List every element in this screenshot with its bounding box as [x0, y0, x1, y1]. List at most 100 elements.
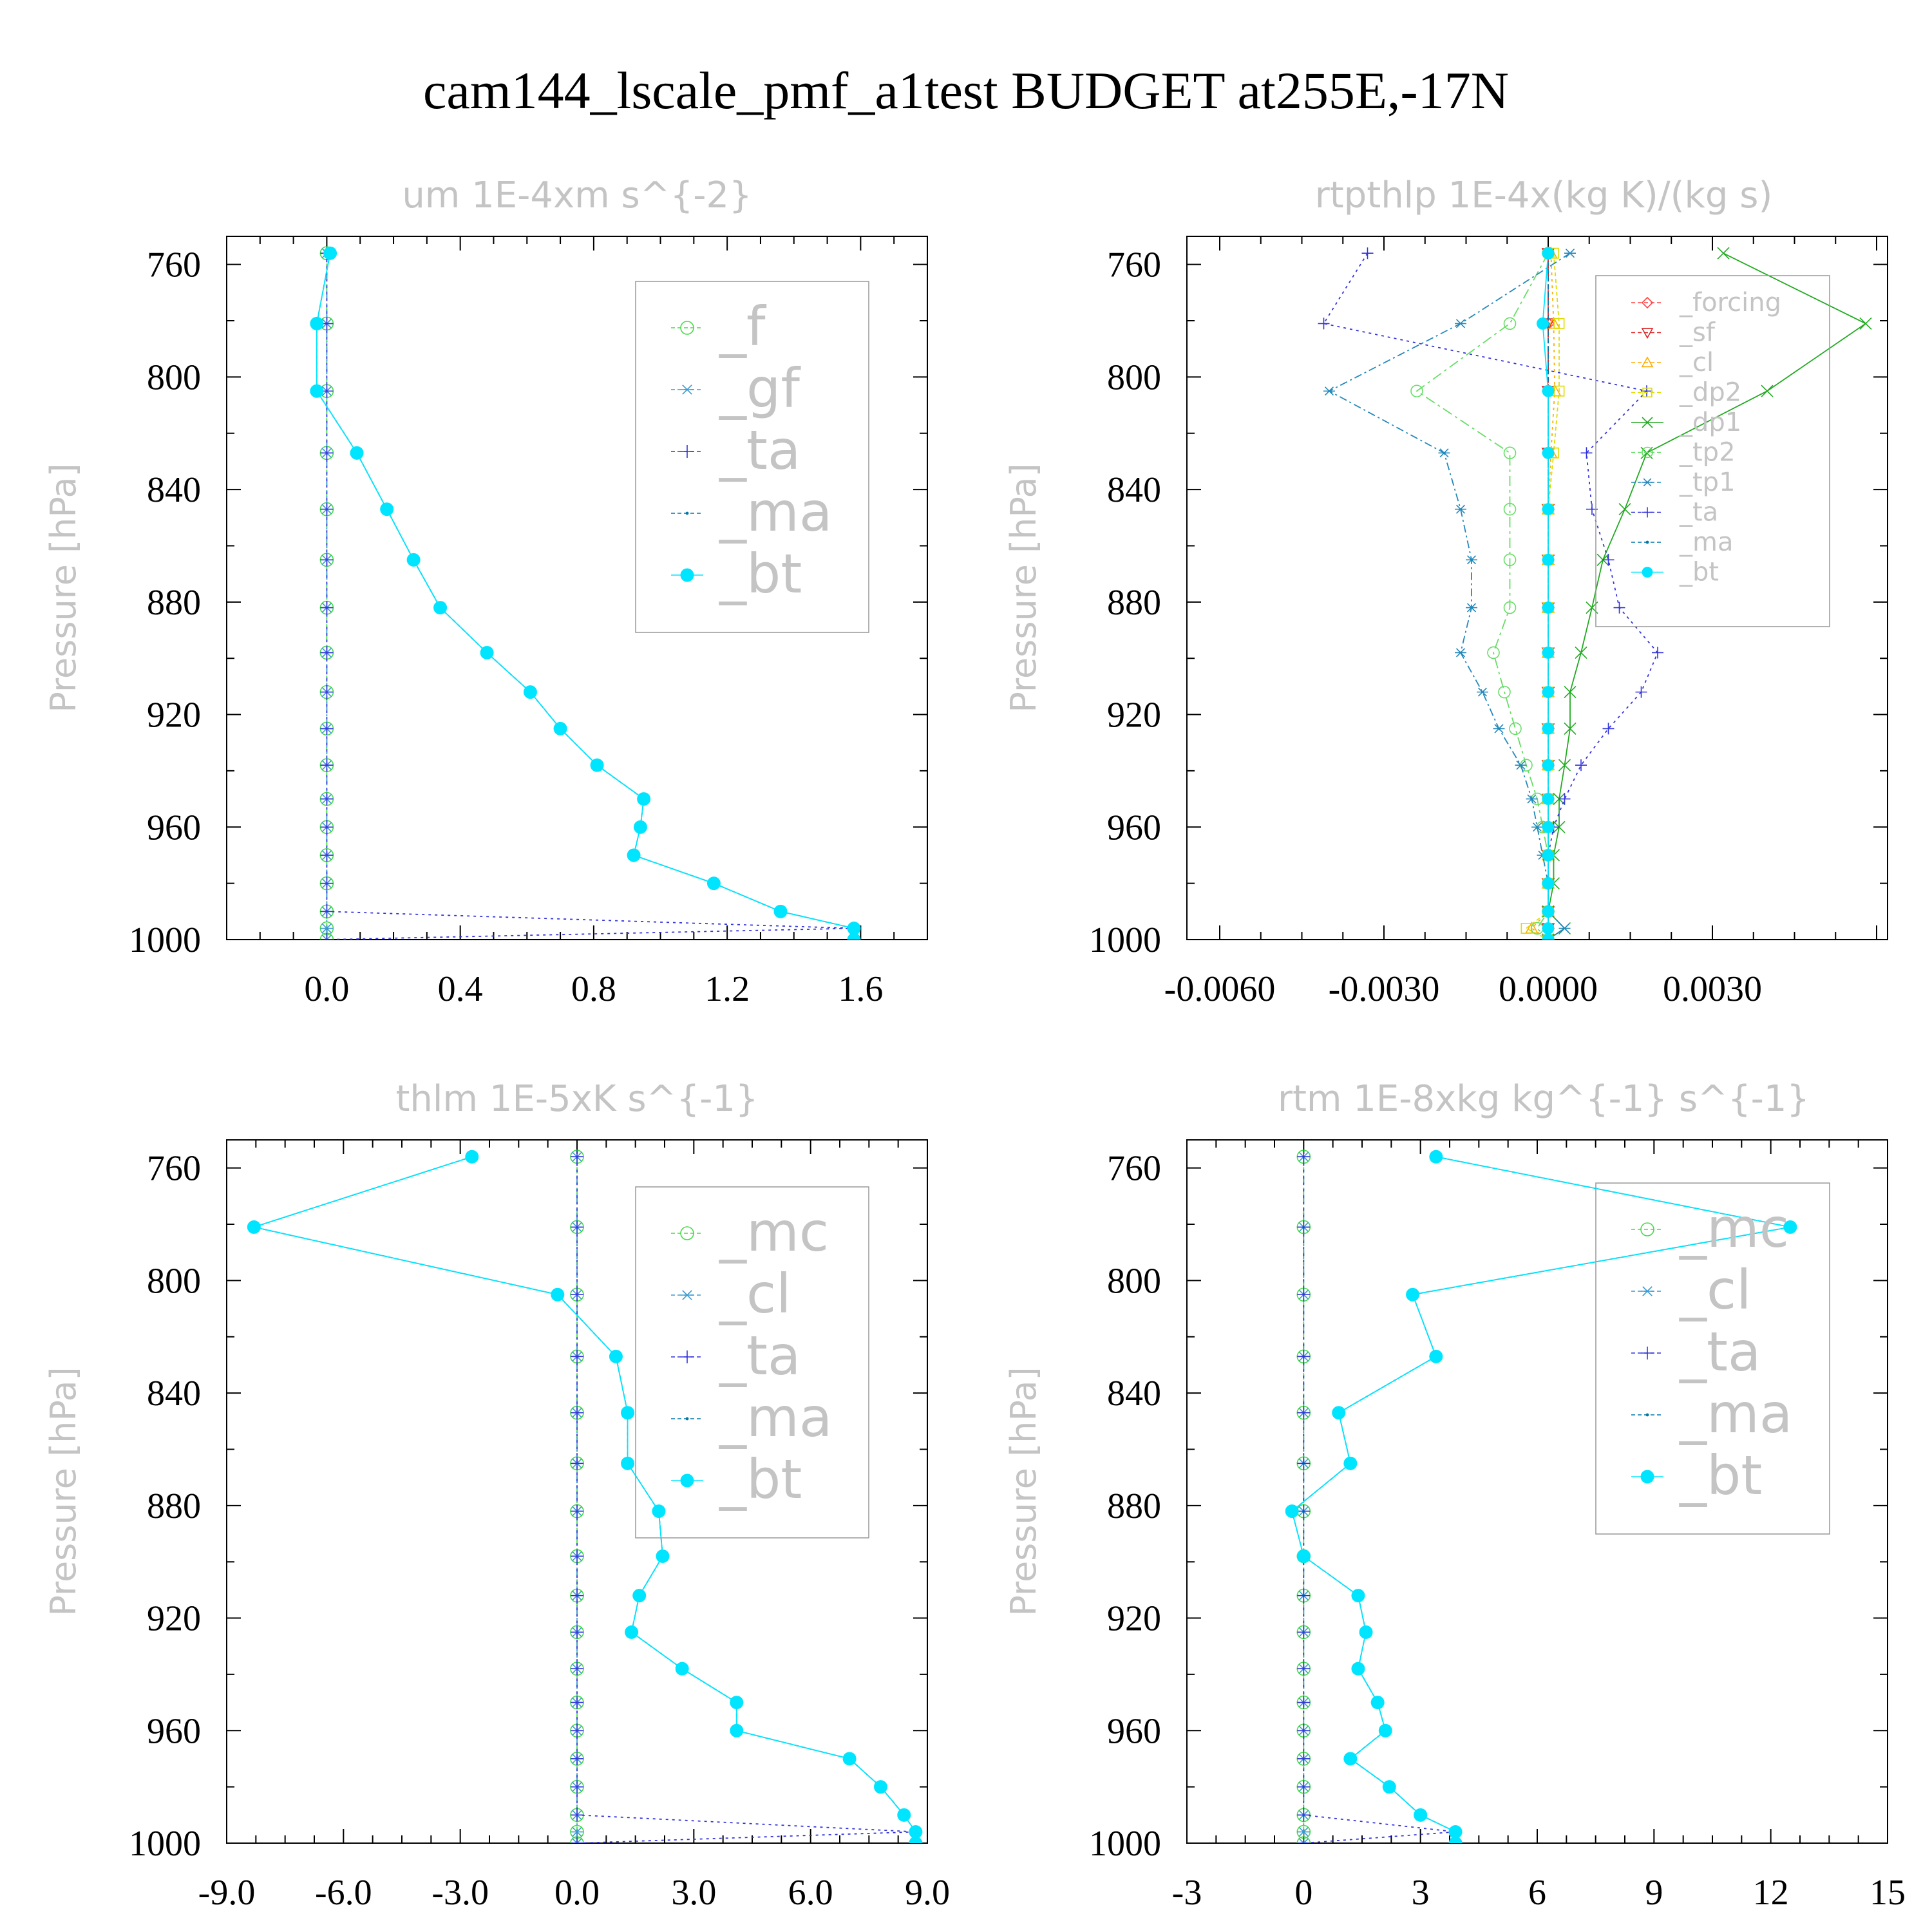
- data-point: [1613, 601, 1625, 614]
- data-point: [465, 1150, 479, 1164]
- data-point: [1542, 722, 1555, 735]
- data-point: [1351, 1589, 1365, 1603]
- data-point: [553, 721, 567, 735]
- data-point: [247, 1220, 261, 1234]
- data-point: [1575, 646, 1587, 659]
- y-tick-label: 800: [1107, 357, 1161, 397]
- panel-title: thlm 1E-5xK s^{-1}: [395, 1078, 758, 1120]
- data-point: [1602, 554, 1615, 566]
- data-point: [1542, 647, 1555, 659]
- legend-marker: [1642, 507, 1653, 518]
- panel-title: um 1E-4xm s^{-2}: [402, 175, 752, 216]
- data-point: [1761, 384, 1774, 397]
- data-point: [1542, 922, 1555, 934]
- legend-label: _ma: [1679, 527, 1733, 557]
- data-point: [320, 722, 334, 735]
- legend-marker: [1642, 567, 1653, 578]
- legend-marker: [680, 1473, 694, 1488]
- data-point: [706, 876, 721, 891]
- data-point: [1297, 1457, 1311, 1470]
- legend-marker: [1645, 1413, 1649, 1417]
- legend-label: _tp1: [1679, 468, 1736, 497]
- data-point: [320, 792, 334, 806]
- data-point: [1542, 849, 1555, 862]
- data-point: [621, 1406, 635, 1420]
- plot-frame: [1186, 236, 1888, 940]
- data-point: [652, 1504, 666, 1519]
- legend-item: _mc: [671, 1200, 829, 1264]
- data-point: [571, 1780, 583, 1794]
- y-tick-label: 960: [147, 808, 201, 848]
- data-point: [1297, 1150, 1311, 1164]
- data-point: [1635, 686, 1647, 698]
- legend-item: _ta: [1631, 1320, 1761, 1383]
- legend-marker: [685, 511, 689, 515]
- data-point: [1487, 646, 1500, 659]
- data-point: [627, 848, 641, 862]
- data-point: [1297, 1350, 1311, 1363]
- x-tick-label: 6.0: [788, 1873, 833, 1913]
- y-tick-label: 880: [1107, 1486, 1161, 1526]
- legend: _f_gf_ta_ma_bt: [635, 281, 869, 633]
- x-tick-label: 0.4: [438, 969, 483, 1009]
- x-tick-label: 6: [1528, 1873, 1546, 1913]
- x-tick-label: 0.0: [304, 969, 349, 1009]
- legend-item: _cl: [1631, 1258, 1752, 1321]
- data-point: [1531, 822, 1543, 832]
- data-point: [1542, 793, 1555, 806]
- y-tick-label: 840: [147, 1374, 201, 1414]
- data-point: [571, 1504, 583, 1518]
- x-tick-label: 0.0: [554, 1873, 600, 1913]
- legend-marker: [1640, 1470, 1654, 1484]
- data-point: [571, 1662, 583, 1676]
- series-bt: [1285, 1150, 1797, 1843]
- data-point: [730, 1723, 744, 1738]
- data-point: [320, 848, 334, 862]
- chart-panel: rtpthlp 1E-4x(kg K)/(kg s) Pressure [hPa]…: [1003, 175, 1888, 1009]
- data-point: [1542, 601, 1555, 614]
- x-tick-label: 1.2: [705, 969, 750, 1009]
- legend-item: _bt: [671, 1448, 802, 1511]
- data-point: [1297, 1625, 1311, 1639]
- data-point: [1297, 1696, 1311, 1709]
- legend-marker: [1641, 1286, 1654, 1296]
- data-point: [571, 1838, 583, 1843]
- data-point: [1542, 503, 1555, 516]
- data-point: [1297, 1826, 1311, 1837]
- legend-item: _tp2: [1631, 437, 1736, 467]
- data-point: [1542, 446, 1555, 459]
- series-ta: [1297, 1150, 1463, 1843]
- data-point: [897, 1808, 911, 1822]
- legend-marker: [1642, 417, 1653, 428]
- legend-label: _cl: [719, 1262, 791, 1325]
- data-point: [1503, 502, 1517, 516]
- chart-panel: rtm 1E-8xkg kg^{-1} s^{-1} Pressure [hPa]…: [1003, 1078, 1906, 1913]
- y-tick-label: 800: [147, 1261, 201, 1301]
- series-bt: [1537, 247, 1555, 940]
- x-tick-label: 0.8: [571, 969, 616, 1009]
- legend-marker: [1641, 296, 1654, 309]
- data-point: [1547, 316, 1560, 329]
- legend-marker: [1642, 387, 1653, 398]
- legend-item: _cl: [671, 1262, 791, 1325]
- legend-item: _cl: [1631, 348, 1714, 377]
- y-tick-label: 1000: [129, 920, 201, 960]
- legend-label: _forcing: [1679, 288, 1781, 317]
- legend-item: _ma: [671, 1386, 832, 1449]
- x-tick-label: 9: [1645, 1873, 1663, 1913]
- series-line: [1291, 1156, 1791, 1843]
- data-point: [1498, 685, 1511, 699]
- legend-label: _dp1: [1679, 408, 1741, 437]
- legend-item: _gf: [671, 357, 801, 420]
- data-point: [320, 923, 334, 934]
- y-tick-label: 760: [1107, 1149, 1161, 1189]
- data-point: [1297, 1752, 1311, 1765]
- legend-label: _mc: [1679, 1197, 1789, 1260]
- data-point: [633, 820, 647, 834]
- data-point: [310, 384, 324, 398]
- series-line: [1548, 252, 1867, 940]
- data-point: [1455, 504, 1466, 514]
- data-point: [433, 601, 448, 615]
- data-point: [842, 1752, 857, 1766]
